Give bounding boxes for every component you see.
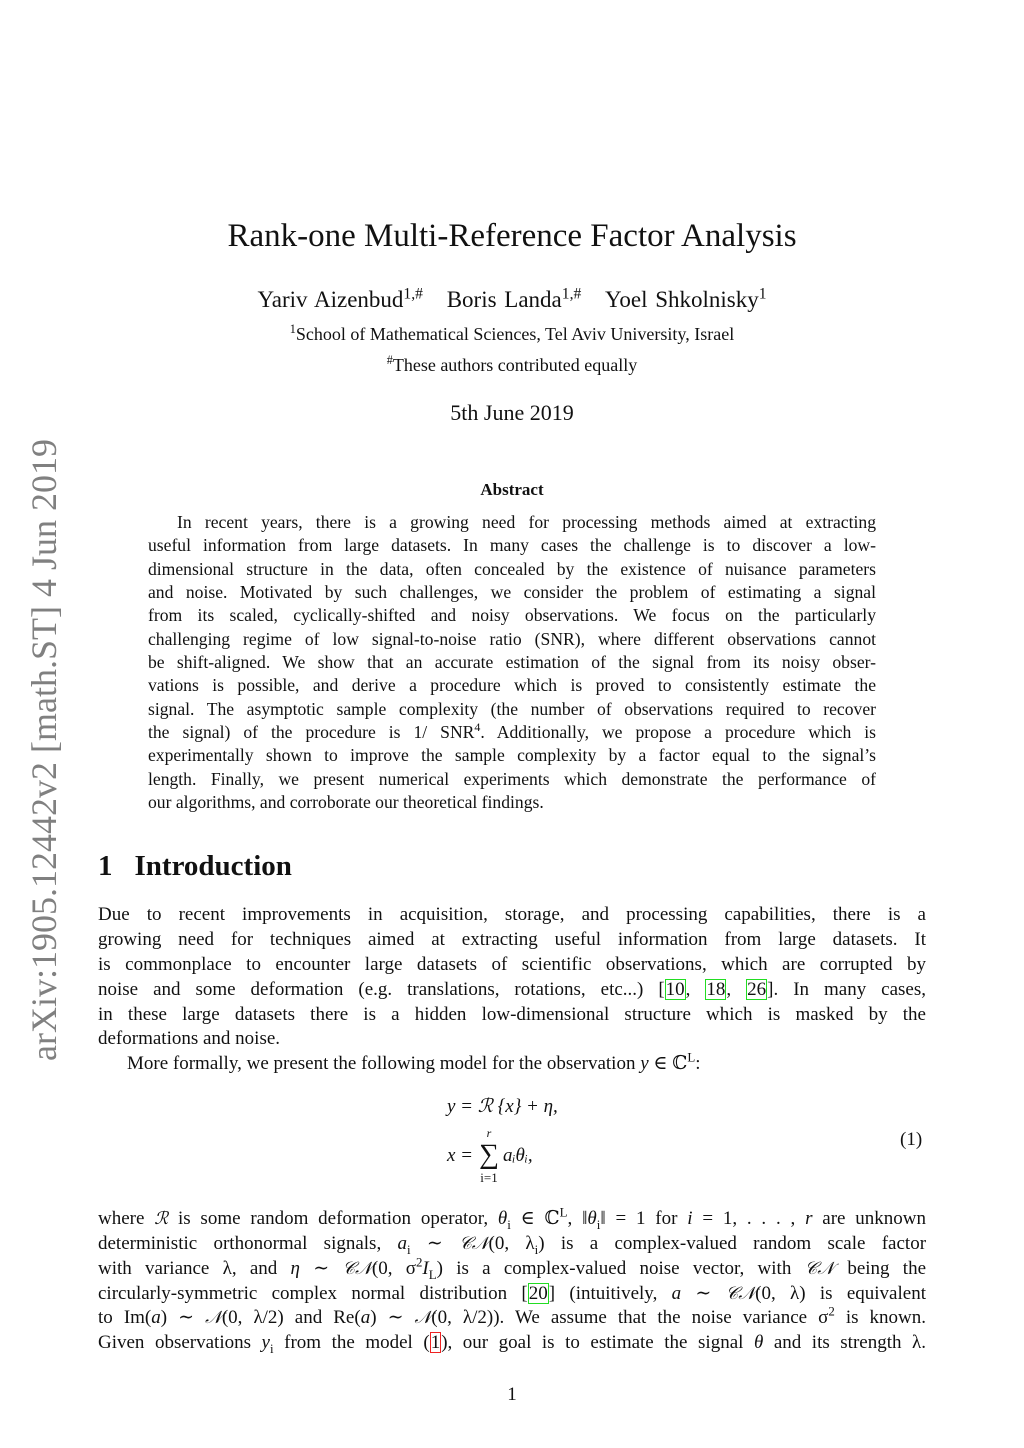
math-symbol: a	[671, 1282, 682, 1304]
summation: r ∑ i=1	[479, 1126, 499, 1185]
citation-link[interactable]: 20	[527, 1282, 549, 1304]
math-symbol: i	[596, 1216, 601, 1232]
author: Yoel Shkolnisky1	[605, 285, 767, 312]
citation-link[interactable]: 26	[746, 978, 768, 1000]
math-symbol: L	[428, 1266, 437, 1282]
note-text: These authors contributed equally	[392, 355, 638, 375]
text-line: dimensional structure in the data, often…	[148, 558, 876, 579]
text-line: Due to recent improvements in acquisitio…	[98, 904, 926, 925]
text-line: In recent years, there is a growing need…	[177, 512, 876, 532]
text-line: in these large datasets there is a hidde…	[98, 1003, 926, 1025]
math-symbol: i	[534, 1241, 539, 1257]
author-name: Yariv Aizenbud	[257, 287, 404, 312]
equation-line-1: y = ℛ {x} + η,	[447, 1096, 558, 1117]
math-symbol: 2	[828, 1304, 835, 1320]
math-symbol: 4	[474, 720, 481, 735]
author-list: Yariv Aizenbud1,# Boris Landa1,# Yoel Sh…	[0, 285, 1024, 313]
equation-ref-link[interactable]: 1	[429, 1332, 442, 1354]
text-line: useful information from large datasets. …	[148, 535, 876, 556]
section-title: Introduction	[134, 850, 292, 882]
author: Yariv Aizenbud1,#	[257, 285, 423, 312]
text-line: be shift-aligned. We show that an accura…	[148, 651, 876, 672]
affiliation: 1School of Mathematical Sciences, Tel Av…	[0, 322, 1024, 345]
text-line: where ℛ is some random deformation opera…	[98, 1204, 926, 1232]
math-symbol: θ	[587, 1208, 597, 1229]
text-line: challenging regime of low signal-to-nois…	[148, 628, 876, 649]
author-mark: 1	[758, 285, 767, 303]
arxiv-side-label: arXiv:1905.12442v2 [math.ST] 4 Jun 2019	[24, 439, 64, 1061]
author-mark: 1,#	[403, 285, 423, 303]
text-line: circularly-symmetric complex normal dist…	[98, 1282, 926, 1304]
model-description-paragraph: where ℛ is some random deformation opera…	[98, 1204, 927, 1357]
math-symbol: 2	[415, 1254, 423, 1270]
math-symbol: 𝒩	[205, 1308, 222, 1329]
math-symbol: a	[397, 1232, 407, 1254]
affiliation-text: School of Mathematical Sciences, Tel Avi…	[295, 324, 735, 344]
equation-line-2-lhs: x =	[447, 1144, 474, 1166]
math-symbol: 𝒞𝒩	[459, 1233, 489, 1254]
text-line: from its scaled, cyclically-shifted and …	[148, 605, 876, 626]
affiliation-mark: 1	[289, 322, 296, 336]
author-mark: 1,#	[561, 285, 582, 303]
math-symbol: 𝒩	[414, 1308, 432, 1329]
math-symbol: i	[269, 1341, 274, 1357]
text-line: noise and some deformation (e.g. transla…	[98, 978, 927, 1000]
abstract-body: In recent years, there is a growing need…	[148, 511, 876, 814]
math-symbol: θ	[753, 1332, 764, 1354]
text-line: experimentally shown to improve the samp…	[148, 745, 876, 766]
citation-link[interactable]: 18	[705, 978, 727, 1000]
text-line: vations is possible, and derive a proced…	[148, 675, 876, 696]
math-symbol: y	[261, 1332, 270, 1354]
math-symbol: y	[640, 1053, 649, 1075]
section-heading: 1 Introduction	[98, 850, 292, 883]
math-symbol: a	[360, 1307, 371, 1329]
text-line: More formally, we present the following …	[127, 1050, 701, 1075]
math-symbol: i	[406, 1241, 411, 1257]
text-line: is commonplace to encounter large datase…	[98, 953, 926, 975]
abstract-heading: Abstract	[480, 480, 544, 499]
math-symbol: 𝒞𝒩	[725, 1283, 756, 1304]
equation-line-2: x = r ∑ i=1 aᵢθᵢ,	[447, 1126, 533, 1185]
sum-symbol: ∑	[479, 1139, 499, 1170]
text-line: signal. The asymptotic sample complexity…	[148, 698, 876, 719]
paper-title: Rank-one Multi-Reference Factor Analysis	[227, 218, 797, 254]
math-symbol: L	[687, 1050, 696, 1066]
section-number: 1	[98, 850, 113, 882]
text-line: Given observations yi from the model (1)…	[98, 1332, 926, 1357]
math-symbol: I	[422, 1257, 429, 1279]
author: Boris Landa1,#	[446, 285, 582, 312]
math-symbol: 𝒞𝒩	[342, 1258, 372, 1279]
sum-lower-limit: i=1	[480, 1170, 498, 1185]
page-number: 1	[507, 1384, 517, 1405]
equation-number: (1)	[900, 1129, 923, 1150]
math-symbol: r	[805, 1208, 813, 1229]
math-symbol: i	[507, 1216, 511, 1232]
note-mark: #	[386, 353, 393, 367]
math-symbol: θ	[497, 1208, 508, 1229]
text-line: deformations and noise.	[98, 1028, 281, 1050]
math-symbol: i	[687, 1208, 693, 1229]
paper-date: 5th June 2019	[450, 400, 574, 425]
equation-line-2-rhs: aᵢθᵢ,	[502, 1144, 533, 1166]
text-line: to Im(a) ∼ 𝒩(0, λ/2) and Re(a) ∼ 𝒩(0, λ/…	[98, 1304, 927, 1329]
sum-upper-limit: r	[486, 1126, 492, 1140]
equal-contribution-note: #These authors contributed equally	[0, 353, 1024, 376]
text-line: with variance λ, and η ∼ 𝒞𝒩(0, σ2IL) is …	[98, 1254, 927, 1282]
math-symbol: a	[151, 1307, 161, 1329]
text-line: and noise. Motivated by such challenges,…	[148, 581, 876, 602]
author-name: Boris Landa	[446, 287, 562, 312]
text-line: growing need for techniques aimed at ext…	[98, 928, 926, 950]
math-symbol: ℛ	[154, 1209, 169, 1229]
intro-paragraph: Due to recent improvements in acquisitio…	[98, 903, 926, 1077]
author-name: Yoel Shkolnisky	[605, 287, 759, 312]
text-line: our algorithms, and corroborate our theo…	[148, 791, 544, 812]
math-symbol: η	[290, 1257, 300, 1279]
text-line: length. Finally, we present numerical ex…	[148, 768, 876, 789]
text-line: deterministic orthonormal signals, ai ∼ …	[98, 1232, 927, 1257]
text-line: the signal) of the procedure is 1/ SNR4.…	[148, 720, 876, 742]
math-symbol: 𝒞𝒩	[804, 1258, 835, 1279]
citation-link[interactable]: 10	[664, 978, 686, 1000]
math-symbol: L	[559, 1204, 568, 1220]
